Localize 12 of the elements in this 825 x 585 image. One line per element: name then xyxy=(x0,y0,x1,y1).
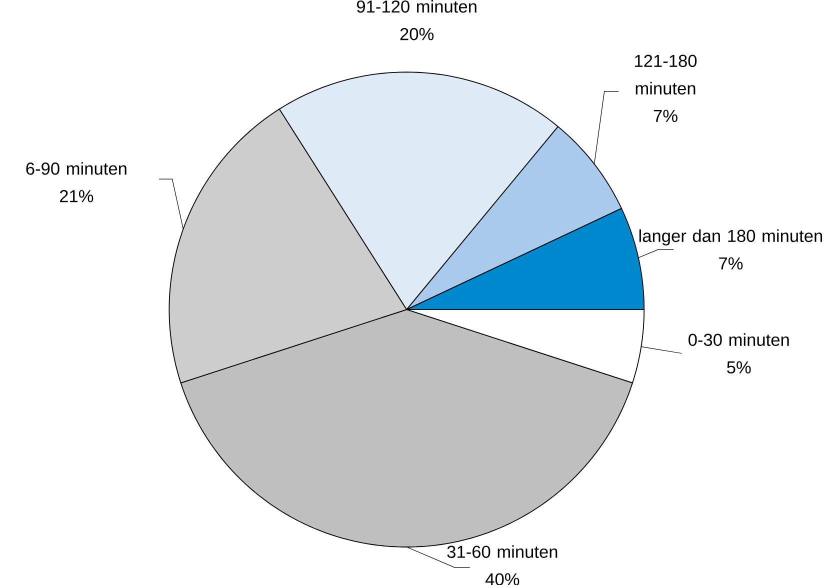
data-label: 5% xyxy=(727,361,751,374)
data-label: 40% xyxy=(486,572,520,585)
slice-label: 6-90 minuten xyxy=(26,162,126,175)
data-label: 7% xyxy=(654,110,678,122)
slice-label: 121-180 minuten xyxy=(635,54,697,94)
data-label: 7% xyxy=(719,257,743,270)
slice-label: 0-30 minuten xyxy=(688,333,789,346)
slice-label: langer dan 180 minuten xyxy=(639,229,822,246)
data-label: 21% xyxy=(60,190,94,202)
slice-label: 91-120 minuten xyxy=(356,0,476,12)
slice-label: 31-60 minuten xyxy=(447,545,558,558)
data-label: 20% xyxy=(400,28,434,40)
